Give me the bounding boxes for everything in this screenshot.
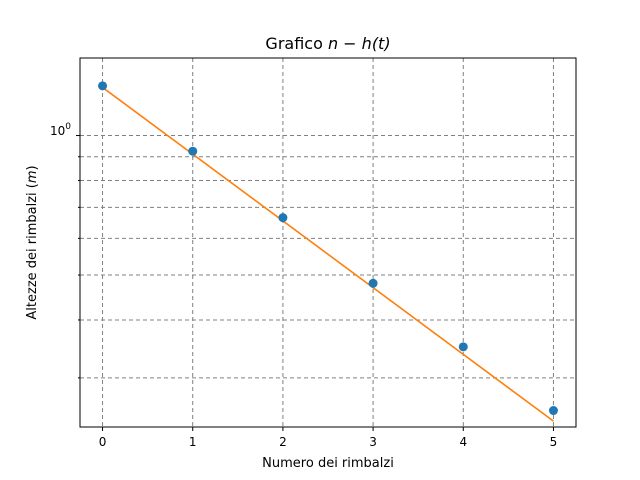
x-tick-label: 4 [459,435,467,449]
grid-lines [80,58,576,427]
x-axis-label: Numero dei rimbalzi [262,456,394,471]
data-point [368,278,378,288]
plot-frame [79,57,577,428]
x-tick-label: 1 [189,435,197,449]
x-tick-label: 2 [279,435,287,449]
x-tick-label: 5 [550,435,558,449]
plot-series [98,81,558,422]
axis-ticks: 0 1 2 3 4 5 [76,135,558,449]
data-point [458,342,468,352]
y-tick-label-major: 100 [50,122,71,138]
x-tick-label: 0 [99,435,107,449]
data-point [278,213,288,223]
data-point [548,406,558,416]
chart-title: Grafico n − h(t) [265,34,390,53]
fit-line [102,86,554,422]
x-tick-label: 3 [369,435,377,449]
y-axis-label: Altezze dei rimbalzi (m) [25,165,40,319]
data-point [188,146,198,156]
data-point [98,81,108,91]
